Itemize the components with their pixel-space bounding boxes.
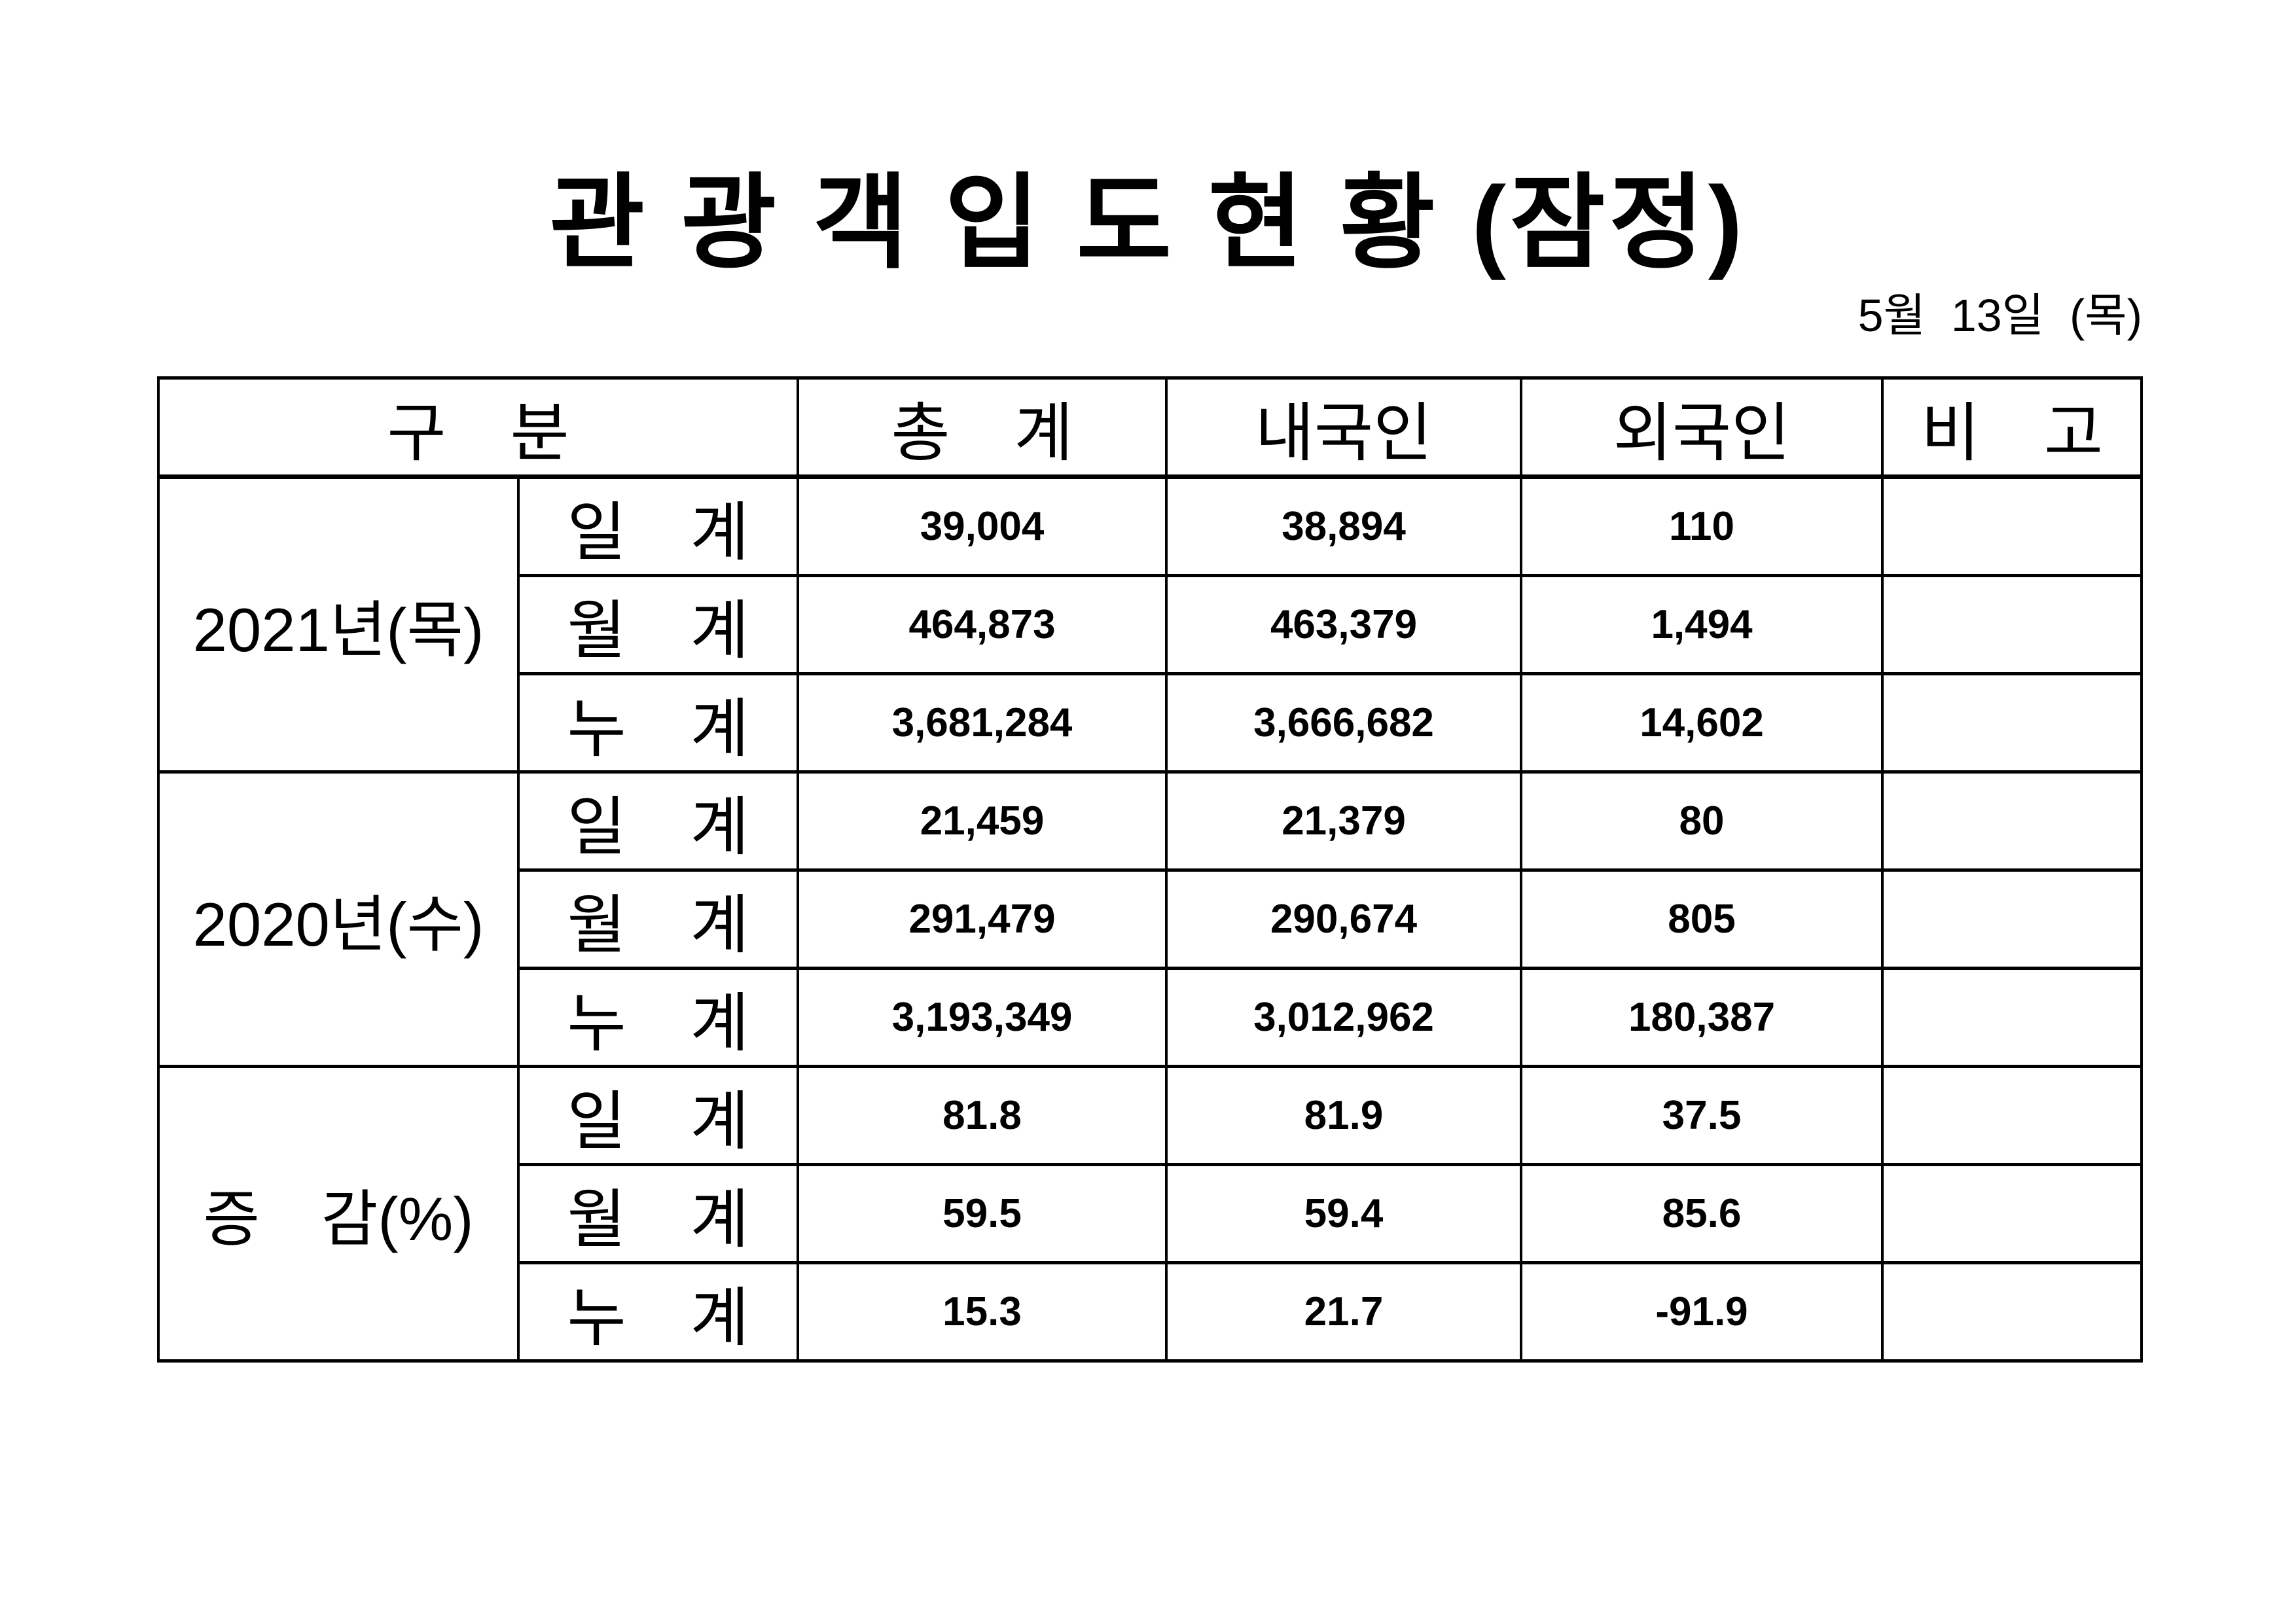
cell-foreign: 80 — [1520, 770, 1884, 872]
cell-remarks — [1881, 967, 2144, 1068]
table-row: 증 감(%) 일 계 81.8 81.9 37.5 — [157, 1065, 2144, 1363]
table-row: 월 계 59.5 59.4 85.6 — [158, 1163, 2144, 1264]
cell-remarks — [1881, 868, 2144, 970]
cell-domestic: 3,666,682 — [1165, 672, 1523, 774]
row-label: 일 계 — [516, 1065, 800, 1166]
header-total: 총 계 — [797, 376, 1168, 479]
cell-domestic: 59.4 — [1165, 1163, 1523, 1264]
cell-foreign: 14,602 — [1520, 672, 1884, 774]
cell-foreign: 1,494 — [1520, 574, 1884, 675]
cell-total: 15.3 — [797, 1261, 1168, 1363]
group-label-change: 증 감(%) — [157, 1065, 520, 1363]
cell-total: 39,004 — [797, 475, 1168, 577]
row-label: 누 계 — [516, 672, 800, 774]
cell-total: 3,681,284 — [797, 672, 1168, 774]
cell-total: 291,479 — [797, 868, 1168, 970]
cell-domestic: 290,674 — [1165, 868, 1523, 970]
table-row: 누 계 3,681,284 3,666,682 14,602 — [158, 672, 2144, 774]
cell-total: 464,873 — [797, 574, 1168, 675]
cell-foreign: 180,387 — [1520, 967, 1884, 1068]
cell-remarks — [1881, 1065, 2144, 1166]
row-label: 누 계 — [516, 967, 800, 1068]
cell-remarks — [1881, 1163, 2144, 1264]
cell-domestic: 81.9 — [1165, 1065, 1523, 1166]
cell-total: 21,459 — [797, 770, 1168, 872]
cell-domestic: 21.7 — [1165, 1261, 1523, 1363]
cell-total: 59.5 — [797, 1163, 1168, 1264]
cell-foreign: 37.5 — [1520, 1065, 1884, 1166]
header-remarks: 비 고 — [1881, 376, 2144, 479]
table-row: 누 계 15.3 21.7 -91.9 — [158, 1261, 2144, 1363]
cell-domestic: 21,379 — [1165, 770, 1523, 872]
header-row: 구 분 총 계 내국인 외국인 비 고 — [156, 376, 2144, 479]
header-domestic: 내국인 — [1165, 376, 1523, 479]
date-label: 5월 13일 (목) — [1857, 290, 2142, 341]
document-title: 관 광 객 입 도 현 황 (잠정) — [549, 166, 1747, 281]
group-label-2020: 2020년(수) — [157, 770, 520, 1068]
tourist-arrival-table: 구 분 총 계 내국인 외국인 비 고 2021년(목) 일 계 39,004 … — [156, 376, 2144, 1363]
row-label: 누 계 — [516, 1261, 800, 1363]
table-row: 누 계 3,193,349 3,012,962 180,387 — [158, 967, 2144, 1068]
cell-foreign: 110 — [1520, 475, 1884, 577]
cell-remarks — [1881, 1261, 2144, 1363]
row-label: 월 계 — [516, 574, 800, 675]
cell-domestic: 3,012,962 — [1165, 967, 1523, 1068]
cell-foreign: 85.6 — [1520, 1163, 1884, 1264]
header-category: 구 분 — [156, 376, 800, 479]
cell-remarks — [1881, 574, 2144, 675]
row-label: 월 계 — [516, 868, 800, 970]
row-label: 일 계 — [516, 475, 800, 577]
table-row: 2021년(목) 일 계 39,004 38,894 110 — [157, 475, 2144, 774]
cell-total: 3,193,349 — [797, 967, 1168, 1068]
row-label: 일 계 — [516, 770, 800, 872]
cell-domestic: 38,894 — [1165, 475, 1523, 577]
table-row: 2020년(수) 일 계 21,459 21,379 80 — [157, 770, 2144, 1068]
cell-remarks — [1881, 475, 2144, 577]
cell-foreign: -91.9 — [1520, 1261, 1884, 1363]
table-row: 월 계 291,479 290,674 805 — [158, 868, 2144, 970]
cell-foreign: 805 — [1520, 868, 1884, 970]
cell-domestic: 463,379 — [1165, 574, 1523, 675]
cell-remarks — [1881, 770, 2144, 872]
table-row: 월 계 464,873 463,379 1,494 — [158, 574, 2144, 675]
header-foreign: 외국인 — [1520, 376, 1884, 479]
row-label: 월 계 — [516, 1163, 800, 1264]
cell-total: 81.8 — [797, 1065, 1168, 1166]
group-label-2021: 2021년(목) — [157, 475, 520, 774]
cell-remarks — [1881, 672, 2144, 774]
